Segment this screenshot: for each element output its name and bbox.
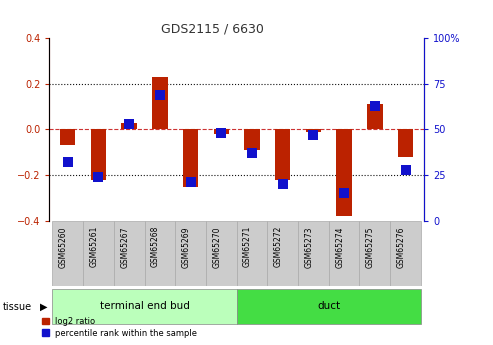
Bar [121, 122, 137, 129]
Text: GSM65267: GSM65267 [120, 226, 129, 267]
Bar [367, 104, 383, 129]
Bar [359, 221, 390, 286]
Text: GSM65276: GSM65276 [396, 226, 406, 267]
Bar [206, 221, 237, 286]
Text: GSM65271: GSM65271 [243, 226, 252, 267]
Bar [213, 129, 229, 134]
Bar [144, 221, 175, 286]
Point [310, 132, 317, 138]
Text: ▶: ▶ [40, 302, 48, 312]
Text: GSM65261: GSM65261 [89, 226, 99, 267]
Text: GSM65269: GSM65269 [181, 226, 191, 267]
Point [95, 174, 103, 180]
Text: duct: duct [317, 301, 340, 311]
Bar [83, 221, 114, 286]
Point [64, 159, 71, 165]
Point [279, 181, 286, 187]
Bar [183, 129, 198, 187]
Text: GSM65272: GSM65272 [274, 226, 282, 267]
Text: GSM65260: GSM65260 [59, 226, 68, 267]
Text: GSM65270: GSM65270 [212, 226, 221, 267]
Bar [298, 221, 329, 286]
Point [371, 103, 379, 108]
Bar [152, 77, 168, 129]
Bar [237, 221, 267, 286]
Bar [275, 129, 290, 180]
Text: terminal end bud: terminal end bud [100, 301, 189, 311]
Bar [245, 129, 260, 150]
Bar [336, 129, 352, 216]
Bar [52, 221, 83, 286]
Text: GDS2115 / 6630: GDS2115 / 6630 [161, 22, 263, 36]
Point [125, 121, 133, 127]
Bar [60, 129, 75, 145]
Bar [237, 289, 421, 324]
Bar [267, 221, 298, 286]
Point [187, 180, 195, 185]
Bar [114, 221, 144, 286]
Text: GSM65275: GSM65275 [366, 226, 375, 267]
Text: GSM65274: GSM65274 [335, 226, 344, 267]
Point [248, 150, 256, 156]
Point [340, 190, 348, 196]
Point [156, 92, 164, 97]
Bar [329, 221, 359, 286]
Point [217, 130, 225, 136]
Bar [306, 129, 321, 132]
Bar [91, 129, 106, 180]
Point [402, 167, 410, 172]
Bar [398, 129, 413, 157]
Text: GSM65268: GSM65268 [151, 226, 160, 267]
Legend: log2 ratio, percentile rank within the sample: log2 ratio, percentile rank within the s… [38, 314, 201, 341]
Bar [52, 289, 237, 324]
Text: GSM65273: GSM65273 [304, 226, 314, 267]
Bar [390, 221, 421, 286]
Text: tissue: tissue [2, 302, 32, 312]
Bar [175, 221, 206, 286]
